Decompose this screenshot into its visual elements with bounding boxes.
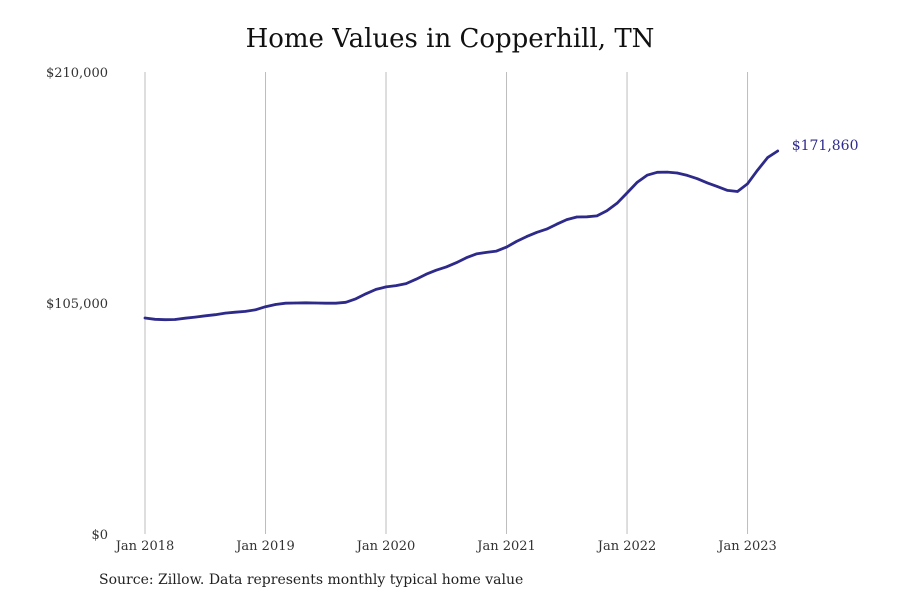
- data-point-2021-08: [575, 215, 578, 219]
- data-point-2022-04: [656, 171, 659, 174]
- data-point-2019-08: [334, 302, 337, 305]
- data-point-2022-03: [645, 174, 649, 177]
- data-point-2018-12: [254, 308, 257, 311]
- data-point-2018-04: [173, 318, 177, 321]
- data-point-2021-09: [585, 215, 589, 218]
- data-point-2020-11: [485, 251, 488, 254]
- data-point-2020-02: [394, 284, 398, 287]
- data-point-2019-02: [274, 303, 277, 306]
- data-point-2019-03: [284, 302, 287, 305]
- data-point-2023-03: [766, 156, 769, 159]
- data-point-2019-04: [294, 301, 297, 305]
- data-point-2023-02: [756, 168, 759, 172]
- data-point-2023-04: [776, 149, 779, 153]
- data-point-2019-12: [374, 288, 378, 291]
- data-point-2023-01: [746, 182, 749, 185]
- data-point-2021-12: [615, 202, 619, 205]
- data-point-2021-04: [535, 231, 538, 234]
- data-point-2018-11: [244, 310, 247, 313]
- y-tick-label: $210,000: [46, 66, 108, 81]
- data-point-2022-08: [696, 177, 699, 180]
- data-point-2020-05: [425, 273, 428, 276]
- data-point-2022-12: [736, 190, 739, 193]
- data-point-2019-10: [354, 297, 358, 300]
- data-point-2020-03: [404, 282, 408, 285]
- data-point-2022-09: [706, 181, 709, 185]
- data-point-2018-07: [204, 314, 207, 317]
- data-point-2022-01: [625, 191, 629, 195]
- y-tick-label: $0: [91, 528, 108, 543]
- data-point-2020-12: [495, 249, 498, 253]
- data-point-2022-05: [666, 170, 669, 174]
- data-point-2019-01: [264, 305, 267, 308]
- data-point-2020-10: [475, 252, 478, 256]
- source-note: Source: Zillow. Data represents monthly …: [99, 572, 524, 588]
- data-point-2020-08: [455, 261, 458, 264]
- data-point-2018-09: [224, 311, 227, 315]
- vertical-gridlines: [144, 72, 749, 534]
- data-point-2018-03: [163, 318, 167, 321]
- home-value-data-points: [143, 149, 779, 321]
- data-point-2018-01: [143, 316, 147, 320]
- x-tick-label: Jan 2023: [716, 539, 777, 554]
- x-axis-tick-labels: Jan 2018 Jan 2019 Jan 2020 Jan 2021 Jan 2022…: [114, 539, 777, 554]
- data-point-2021-07: [565, 218, 568, 221]
- data-point-2018-06: [194, 315, 197, 319]
- data-point-2020-06: [435, 269, 438, 272]
- data-point-2022-07: [686, 174, 689, 177]
- data-point-2019-11: [364, 292, 368, 295]
- data-point-2021-11: [605, 209, 609, 212]
- data-point-2022-10: [716, 185, 719, 188]
- data-point-2022-02: [635, 181, 639, 184]
- data-point-2018-05: [184, 317, 187, 320]
- data-point-2018-02: [153, 318, 157, 321]
- y-tick-label: $105,000: [46, 297, 108, 312]
- data-point-2019-09: [344, 301, 347, 304]
- data-point-2020-09: [465, 256, 468, 259]
- x-tick-label: Jan 2020: [355, 539, 416, 554]
- data-point-2019-05: [304, 301, 307, 304]
- home-value-series-line: [143, 149, 780, 322]
- chart-title: Home Values in Copperhill, TN: [245, 24, 655, 54]
- data-point-2021-06: [555, 223, 558, 226]
- y-axis-tick-labels: $0 $105,000 $210,000: [46, 66, 108, 543]
- data-point-2020-04: [414, 278, 418, 281]
- x-tick-label: Jan 2018: [114, 539, 175, 554]
- data-point-2021-10: [595, 214, 599, 218]
- data-point-2021-03: [525, 235, 528, 238]
- data-point-2020-01: [384, 285, 388, 289]
- data-point-2022-06: [676, 171, 679, 175]
- data-point-2020-07: [445, 265, 448, 269]
- x-tick-label: Jan 2022: [596, 539, 657, 554]
- data-point-2018-10: [234, 311, 237, 314]
- x-tick-label: Jan 2019: [234, 539, 295, 554]
- x-tick-label: Jan 2021: [475, 539, 536, 554]
- data-point-2021-01: [505, 245, 508, 249]
- data-point-2021-05: [545, 227, 548, 231]
- end-value-label: $171,860: [792, 138, 859, 154]
- data-point-2019-07: [324, 302, 327, 305]
- data-point-2019-06: [314, 301, 317, 305]
- data-point-2018-08: [214, 313, 217, 316]
- data-point-2021-02: [515, 240, 518, 243]
- data-point-2022-11: [726, 189, 729, 192]
